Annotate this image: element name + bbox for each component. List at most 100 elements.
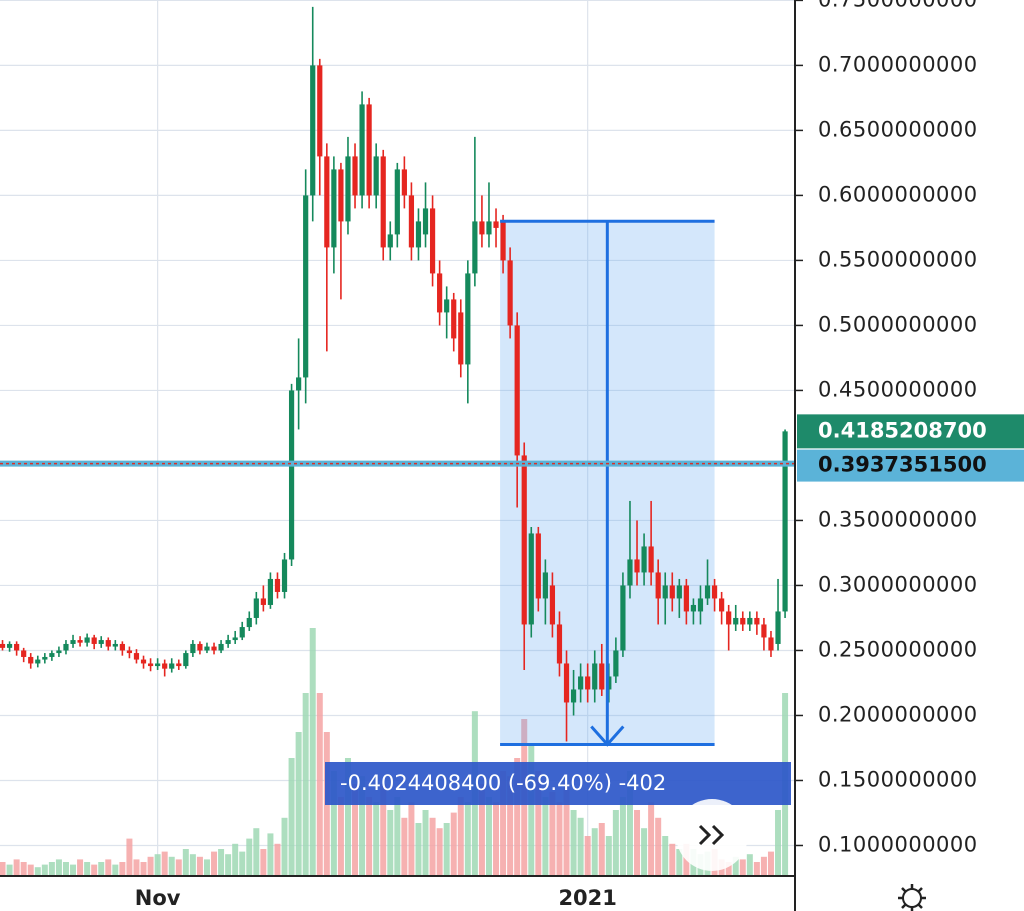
candle-body bbox=[70, 640, 76, 644]
candle-body bbox=[514, 325, 520, 456]
volume-bar bbox=[753, 862, 760, 875]
volume-bar bbox=[182, 849, 189, 875]
candle-body bbox=[711, 585, 718, 599]
volume-bar bbox=[401, 817, 408, 875]
volume-bar bbox=[211, 851, 218, 875]
x-tick-label: Nov bbox=[135, 886, 181, 910]
candle-body bbox=[49, 653, 55, 657]
volume-bar bbox=[48, 862, 55, 875]
candle-body bbox=[528, 533, 534, 625]
volume-bar bbox=[161, 851, 168, 875]
volume-bar bbox=[295, 732, 302, 875]
volume-bar bbox=[225, 854, 232, 875]
candle-body bbox=[740, 617, 746, 625]
candle-body bbox=[380, 156, 386, 248]
candle-body bbox=[690, 604, 697, 612]
volume-bar bbox=[605, 836, 612, 875]
candle-body bbox=[775, 611, 781, 644]
candle-body bbox=[662, 585, 668, 599]
candle-body bbox=[133, 653, 140, 660]
candle-body bbox=[77, 640, 83, 643]
candle-body bbox=[366, 104, 372, 196]
candle-body bbox=[465, 273, 471, 365]
candle-body bbox=[387, 234, 393, 248]
last-price-label: 0.4185208700 bbox=[818, 418, 987, 442]
volume-bar bbox=[415, 823, 422, 875]
volume-bar bbox=[626, 771, 633, 875]
volume-bar bbox=[380, 784, 387, 875]
volume-bar bbox=[535, 771, 542, 875]
volume-bar bbox=[218, 849, 225, 875]
scroll-button-icon bbox=[698, 824, 725, 846]
candle-body bbox=[422, 208, 429, 235]
y-tick-label: 0.2000000000 bbox=[818, 702, 978, 726]
candle-body bbox=[211, 646, 217, 651]
candle-body bbox=[542, 572, 548, 599]
candle-body bbox=[140, 659, 147, 664]
candle-body bbox=[28, 656, 34, 664]
candle-body bbox=[704, 585, 711, 599]
candle-body bbox=[169, 663, 175, 669]
volume-bar bbox=[91, 864, 98, 875]
candle-body bbox=[63, 643, 69, 651]
volume-bar bbox=[126, 838, 133, 875]
candle-body bbox=[6, 643, 13, 648]
volume-bar bbox=[105, 859, 112, 875]
volume-bar bbox=[20, 862, 27, 875]
volume-bar bbox=[112, 864, 119, 875]
candle-body bbox=[429, 208, 436, 274]
volume-bar bbox=[302, 693, 309, 875]
volume-bar bbox=[41, 864, 48, 875]
y-tick-label: 0.6500000000 bbox=[818, 117, 978, 141]
volume-bar bbox=[253, 828, 260, 875]
volume-bar bbox=[344, 758, 351, 875]
settings-button[interactable] bbox=[898, 884, 926, 911]
volume-bar bbox=[0, 862, 6, 875]
volume-bar bbox=[316, 693, 323, 875]
candle-body bbox=[669, 585, 675, 599]
candle-body bbox=[274, 578, 281, 592]
volume-bar bbox=[478, 784, 485, 875]
candle-body bbox=[260, 598, 266, 605]
measure-label-text: -0.4024408400 (-69.40%) -402 bbox=[340, 771, 666, 795]
volume-bar bbox=[119, 862, 126, 875]
volume-bar bbox=[267, 833, 274, 875]
volume-bar bbox=[62, 862, 69, 875]
candle-body bbox=[147, 663, 154, 667]
scroll-to-latest-button[interactable] bbox=[676, 799, 748, 871]
candle-body bbox=[232, 637, 238, 641]
candle-body bbox=[267, 578, 274, 605]
volume-bar bbox=[133, 859, 140, 875]
volume-bar bbox=[563, 784, 570, 875]
volume-bar bbox=[443, 823, 450, 875]
gear-teeth bbox=[898, 884, 926, 911]
volume-bar bbox=[6, 864, 13, 875]
volume-bar bbox=[514, 758, 521, 875]
volume-bar bbox=[168, 856, 175, 875]
volume-bar bbox=[584, 836, 591, 875]
volume-bar bbox=[450, 812, 457, 875]
candle-body bbox=[204, 646, 210, 651]
candle-body bbox=[359, 104, 365, 196]
volume-bar bbox=[154, 854, 161, 875]
candle-body bbox=[288, 390, 295, 560]
plot-area bbox=[0, 6, 794, 875]
candle-body bbox=[719, 598, 725, 612]
volume-bar bbox=[746, 854, 753, 875]
candle-body bbox=[296, 377, 302, 391]
candle-body bbox=[683, 585, 689, 612]
candle-body bbox=[162, 663, 168, 669]
volume-bar bbox=[98, 862, 105, 875]
volume-bar bbox=[246, 838, 253, 875]
candle-body bbox=[437, 273, 443, 313]
candle-body bbox=[415, 221, 422, 248]
y-tick-label: 0.1000000000 bbox=[818, 832, 978, 856]
volume-bar bbox=[500, 771, 507, 875]
candle-body bbox=[56, 650, 62, 654]
candle-body bbox=[408, 195, 415, 248]
candle-body bbox=[303, 195, 309, 378]
candle-body bbox=[401, 169, 407, 196]
candle-body bbox=[486, 221, 492, 235]
volume-bar bbox=[528, 745, 535, 875]
